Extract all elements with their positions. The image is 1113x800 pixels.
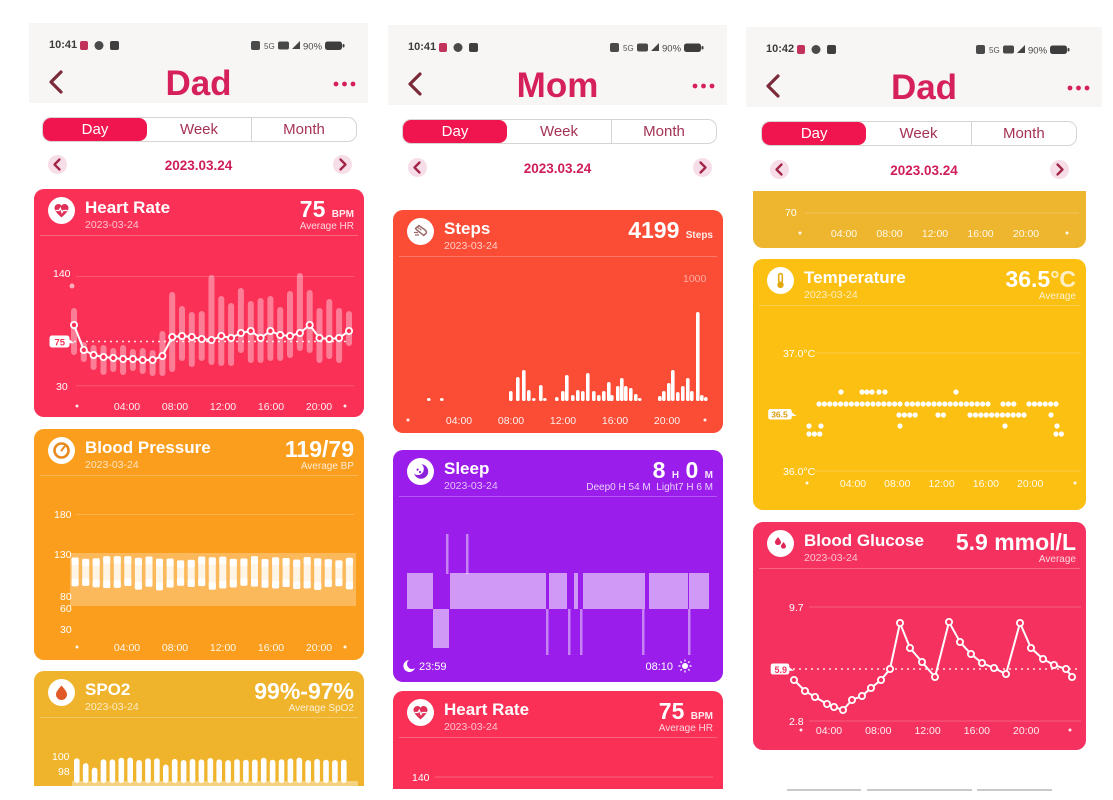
svg-text:16:00: 16:00 — [964, 725, 990, 737]
svg-text:12:00: 12:00 — [922, 228, 948, 240]
svg-text:20:00: 20:00 — [1013, 228, 1039, 240]
svg-text:75: 75 — [55, 337, 66, 348]
svg-text:20:00: 20:00 — [654, 415, 680, 427]
svg-text:16:00: 16:00 — [258, 401, 284, 413]
svg-text:140: 140 — [412, 772, 430, 784]
svg-text:36.5: 36.5 — [771, 410, 788, 420]
svg-text:20:00: 20:00 — [306, 642, 332, 654]
svg-text:20:00: 20:00 — [1013, 725, 1039, 737]
svg-text:08:00: 08:00 — [498, 415, 524, 427]
svg-text:9.7: 9.7 — [789, 602, 804, 614]
svg-text:16:00: 16:00 — [602, 415, 628, 427]
svg-text:130: 130 — [54, 549, 72, 561]
svg-text:70: 70 — [785, 207, 797, 219]
svg-text:16:00: 16:00 — [967, 228, 993, 240]
svg-text:12:00: 12:00 — [210, 401, 236, 413]
svg-text:98: 98 — [58, 766, 70, 778]
svg-text:30: 30 — [60, 624, 72, 636]
svg-text:08:00: 08:00 — [162, 642, 188, 654]
svg-text:04:00: 04:00 — [840, 478, 866, 490]
svg-text:08:10: 08:10 — [645, 661, 673, 673]
svg-text:100: 100 — [52, 751, 70, 763]
svg-text:20:00: 20:00 — [1017, 478, 1043, 490]
svg-text:5G: 5G — [989, 46, 1000, 55]
svg-text:2.8: 2.8 — [789, 716, 804, 728]
svg-text:80: 80 — [60, 591, 72, 603]
svg-text:08:00: 08:00 — [884, 478, 910, 490]
svg-text:12:00: 12:00 — [210, 642, 236, 654]
svg-text:180: 180 — [54, 509, 72, 521]
svg-text:5.9: 5.9 — [775, 665, 788, 675]
svg-text:04:00: 04:00 — [816, 725, 842, 737]
svg-text:140: 140 — [53, 268, 71, 280]
svg-text:5G: 5G — [623, 44, 634, 53]
svg-text:16:00: 16:00 — [973, 478, 999, 490]
svg-text:30: 30 — [56, 381, 68, 393]
svg-text:36.0°C: 36.0°C — [783, 466, 816, 478]
svg-text:08:00: 08:00 — [876, 228, 902, 240]
svg-text:04:00: 04:00 — [831, 228, 857, 240]
svg-text:37.0°C: 37.0°C — [783, 348, 816, 360]
svg-text:20:00: 20:00 — [306, 401, 332, 413]
svg-text:16:00: 16:00 — [258, 642, 284, 654]
svg-text:90%: 90% — [1028, 46, 1048, 56]
svg-text:5G: 5G — [264, 42, 275, 51]
svg-text:60: 60 — [60, 603, 72, 615]
svg-text:90%: 90% — [303, 42, 323, 52]
svg-text:12:00: 12:00 — [928, 478, 954, 490]
svg-text:04:00: 04:00 — [114, 642, 140, 654]
svg-text:04:00: 04:00 — [446, 415, 472, 427]
svg-text:90%: 90% — [662, 44, 682, 54]
svg-text:12:00: 12:00 — [550, 415, 576, 427]
svg-text:08:00: 08:00 — [865, 725, 891, 737]
svg-text:1000: 1000 — [683, 273, 707, 285]
svg-text:08:00: 08:00 — [162, 401, 188, 413]
svg-text:04:00: 04:00 — [114, 401, 140, 413]
svg-text:12:00: 12:00 — [914, 725, 940, 737]
svg-text:23:59: 23:59 — [419, 661, 447, 673]
